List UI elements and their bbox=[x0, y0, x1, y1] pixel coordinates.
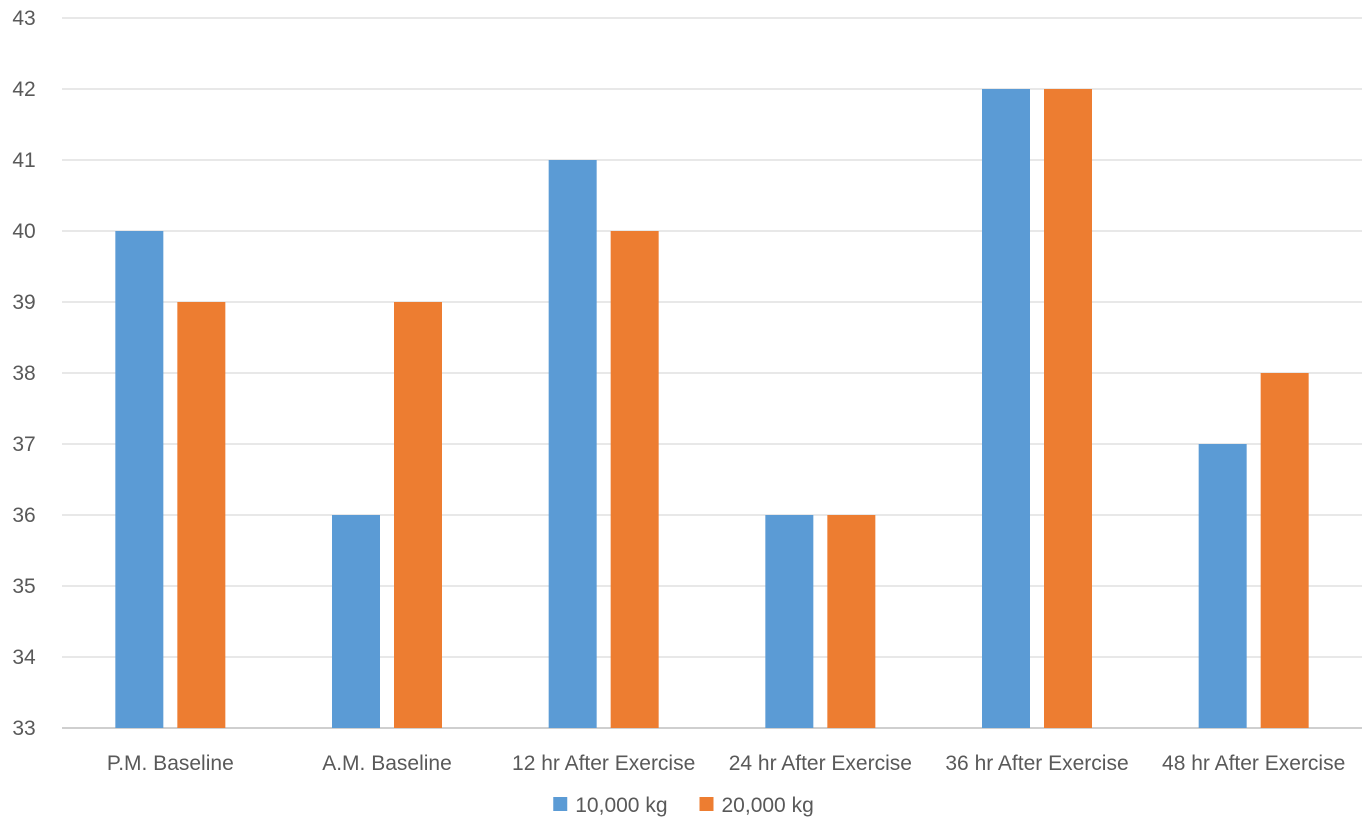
x-category-label: 48 hr After Exercise bbox=[1162, 752, 1345, 775]
bar-series2 bbox=[610, 231, 659, 728]
x-category-label: 12 hr After Exercise bbox=[512, 752, 695, 775]
x-category-label: P.M. Baseline bbox=[107, 752, 234, 775]
legend-swatch bbox=[699, 797, 714, 811]
y-tick-label: 38 bbox=[12, 362, 35, 385]
bar-series1 bbox=[115, 231, 164, 728]
x-category-label: A.M. Baseline bbox=[322, 752, 452, 775]
y-tick-label: 36 bbox=[12, 504, 35, 527]
legend: 10,000 kg 20,000 kg bbox=[553, 794, 814, 817]
bar-series1 bbox=[548, 160, 597, 728]
bar-series2 bbox=[394, 302, 442, 728]
bars bbox=[115, 89, 1309, 728]
y-tick-label: 42 bbox=[12, 78, 35, 101]
gridlines bbox=[62, 17, 1362, 729]
x-category-label: 24 hr After Exercise bbox=[729, 752, 912, 775]
bar-series2 bbox=[827, 515, 876, 728]
legend-label: 20,000 kg bbox=[722, 794, 814, 817]
bar-series1 bbox=[982, 89, 1030, 728]
y-axis-ticks: 33 34 35 36 37 38 39 40 41 42 43 bbox=[12, 7, 36, 740]
y-tick-label: 33 bbox=[12, 717, 35, 740]
y-tick-label: 39 bbox=[12, 291, 35, 314]
bar-series2 bbox=[1260, 373, 1309, 728]
y-tick-label: 35 bbox=[12, 575, 35, 598]
bar-series2 bbox=[177, 302, 226, 728]
bar-series1 bbox=[1198, 444, 1247, 728]
legend-swatch bbox=[553, 797, 568, 811]
legend-label: 10,000 kg bbox=[575, 794, 667, 817]
bar-series1 bbox=[765, 515, 814, 728]
bar-series1 bbox=[332, 515, 380, 728]
x-axis-categories: P.M. Baseline A.M. Baseline 12 hr After Ex… bbox=[107, 752, 1345, 775]
y-tick-label: 41 bbox=[12, 149, 35, 172]
bar-series2 bbox=[1044, 89, 1092, 728]
y-tick-label: 43 bbox=[12, 7, 35, 30]
x-category-label: 36 hr After Exercise bbox=[945, 752, 1128, 775]
y-tick-label: 34 bbox=[12, 646, 36, 669]
y-tick-label: 37 bbox=[12, 433, 35, 456]
y-tick-label: 40 bbox=[12, 220, 35, 243]
